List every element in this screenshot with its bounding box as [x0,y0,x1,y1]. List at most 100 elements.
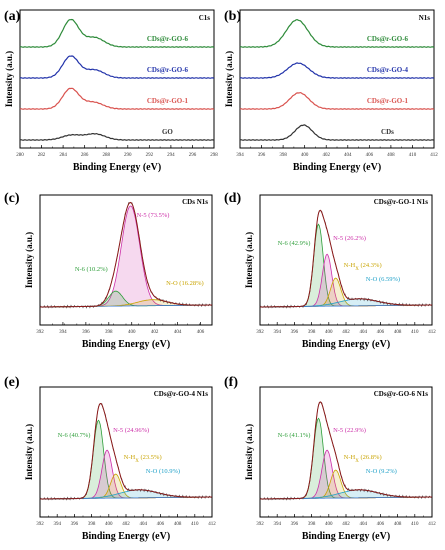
x-tick-label: 400 [325,522,333,527]
chart-panel-b: 394 396 398 400 402 404 406 408 410 412 Binding En… [224,9,438,173]
x-tick-label: 394 [59,330,67,335]
x-tick-label: 286 [81,153,89,158]
component-label: N-HX (26.8%) [344,454,382,464]
x-axis-label: Binding Energy (eV) [302,339,390,350]
component-label: N-6 (42.9%) [278,240,311,247]
envelope-line [40,201,212,308]
series-label: CDs@r-GO-6 [147,35,189,43]
x-tick-label: 408 [394,330,402,335]
component-label: N-6 (41.1%) [278,432,311,439]
panel-letter: (e) [4,375,20,390]
y-axis-label: Intensity (a.u.) [244,424,254,480]
series-line [19,87,215,110]
series-label: CDs@r-GO-6 [367,35,409,43]
x-tick-label: 398 [105,330,113,335]
x-axis-label: Binding Energy (eV) [82,531,170,542]
component-label: N-O (9.2%) [366,468,397,475]
component-fill [260,489,432,499]
plot-frame [19,9,215,149]
x-tick-label: 402 [122,522,130,527]
y-axis-label: Intensity (a.u.) [224,51,234,107]
x-tick-label: 292 [146,153,154,158]
component-label: N-5 (73.5%) [137,212,170,219]
x-tick-label: 400 [325,330,333,335]
x-tick-label: 404 [174,330,182,335]
component-label: N-5 (26.2%) [333,235,366,242]
component-label: N-5 (22.9%) [333,427,366,434]
series-label: CDs@r-GO-1 [367,97,409,105]
x-tick-label: 410 [411,330,419,335]
component-fill [40,489,212,499]
component-label: N-HX (23.5%) [124,454,162,464]
x-tick-label: 392 [256,330,264,335]
x-tick-label: 410 [411,522,419,527]
chart-title: N1s [419,14,431,22]
x-tick-label: 392 [256,522,264,527]
x-tick-label: 400 [301,153,309,158]
x-tick-label: 412 [428,330,436,335]
envelope-line [260,209,432,308]
x-tick-label: 408 [394,522,402,527]
x-tick-label: 398 [308,330,316,335]
component-label: N-O (6.59%) [366,276,400,283]
series-label: CDs@r-GO-4 [367,66,409,74]
x-tick-label: 410 [409,153,417,158]
x-tick-label: 406 [377,330,385,335]
x-tick-label: 398 [88,522,96,527]
x-tick-label: 294 [167,153,175,158]
envelope-line [40,402,212,500]
series-line [239,91,435,110]
component-label: N-O (16.28%) [166,280,204,287]
series-label: CDs [381,128,394,136]
chart-panel-a: 280 282 284 286 288 290 292 294 296 298 Binding En… [4,9,218,173]
series-line [19,132,215,141]
y-axis-label: Intensity (a.u.) [4,51,14,107]
x-tick-label: 408 [174,522,182,527]
x-tick-label: 284 [59,153,67,158]
x-tick-label: 404 [139,522,147,527]
panel-letter: (f) [224,375,238,390]
component-label: N-HX (24.3%) [344,262,382,272]
series-label: CDs@r-GO-6 [147,66,189,74]
x-tick-label: 392 [36,522,44,527]
component-fill [40,206,212,307]
x-tick-label: 394 [53,522,61,527]
x-tick-label: 404 [359,522,367,527]
chart-title: CDs@r-GO-4 N1s [154,390,209,398]
series-line [19,55,215,79]
x-tick-label: 410 [191,522,199,527]
chart-panel-d: 392 394 396 398 400 402 404 406 408 410 412 Binding… [224,191,436,350]
x-tick-label: 400 [128,330,136,335]
component-fill [40,291,212,307]
y-axis-label: Intensity (a.u.) [244,232,254,288]
x-tick-label: 290 [124,153,132,158]
x-tick-label: 402 [151,330,159,335]
x-tick-label: 406 [366,153,374,158]
x-tick-label: 408 [387,153,395,158]
x-tick-label: 412 [208,522,216,527]
x-tick-label: 402 [322,153,330,158]
raw-data-line [259,210,433,309]
x-tick-label: 394 [273,522,281,527]
chart-panel-f: 392 394 396 398 400 402 404 406 408 410 412 Binding… [224,375,436,542]
series-line [19,18,215,48]
component-label: N-6 (10.2%) [75,266,108,273]
y-axis-label: Intensity (a.u.) [24,232,34,288]
chart-title: C1s [199,14,211,22]
x-tick-label: 398 [279,153,287,158]
x-tick-label: 396 [258,153,266,158]
x-tick-label: 296 [189,153,197,158]
chart-title: CDs N1s [182,198,208,206]
x-tick-label: 282 [38,153,46,158]
x-tick-label: 398 [308,522,316,527]
x-axis-label: Binding Energy (eV) [82,339,170,350]
chart-title: CDs@r-GO-1 N1s [374,198,429,206]
x-tick-label: 396 [82,330,90,335]
raw-data-line [259,401,433,501]
x-tick-label: 392 [36,330,44,335]
component-label: N-O (10.9%) [146,468,180,475]
x-tick-label: 406 [157,522,165,527]
chart-panel-c: 392 394 396 398 400 402 404 406 Binding Energy (… [4,191,213,350]
component-fill [260,298,432,307]
x-tick-label: 412 [430,153,438,158]
